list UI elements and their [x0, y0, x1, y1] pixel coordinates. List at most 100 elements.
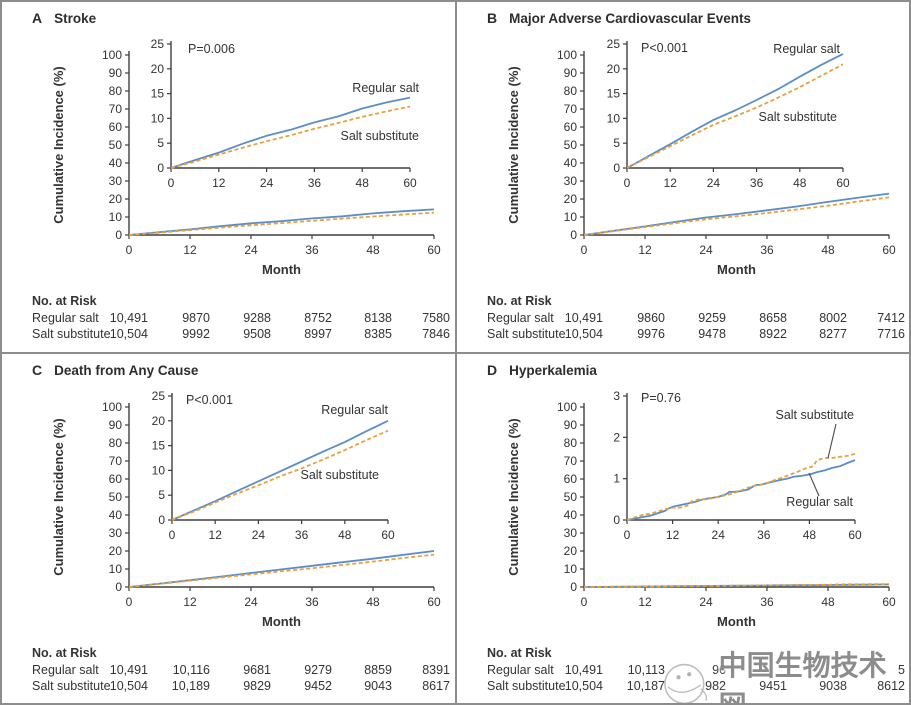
- risk-value: 8859: [364, 663, 392, 677]
- main-y-tick: 0: [570, 580, 577, 594]
- main-y-tick: 80: [564, 84, 578, 98]
- y-axis-label: Cumulative Incidence (%): [506, 66, 521, 223]
- risk-value: 10,189: [172, 679, 210, 693]
- main-x-tick: 60: [427, 595, 441, 609]
- risk-row-label: Regular salt: [487, 311, 554, 325]
- inset-y-tick: 10: [607, 111, 621, 125]
- inset-y-tick: 2: [613, 430, 620, 444]
- risk-value: 5: [898, 663, 905, 677]
- risk-value: 7716: [877, 327, 905, 341]
- main-y-tick: 50: [109, 138, 123, 152]
- inset-line-salt_substitute: [171, 429, 389, 521]
- main-y-tick: 60: [109, 120, 123, 134]
- main-line-salt_substitute: [583, 583, 890, 588]
- panel-title: A Stroke: [32, 10, 96, 26]
- risk-row-label: Salt substitute: [32, 679, 111, 693]
- main-y-tick: 100: [102, 48, 122, 62]
- risk-value: 9829: [243, 679, 271, 693]
- risk-value: 7412: [877, 311, 905, 325]
- main-x-tick: 36: [305, 595, 319, 609]
- risk-row-label: Salt substitute: [487, 679, 566, 693]
- risk-value: 9451: [759, 679, 787, 693]
- panel-hyperkalemia: D Hyperkalemia Cumulative Incidence (%) 0 1…: [457, 354, 909, 703]
- inset-x-tick: 12: [664, 176, 678, 190]
- inset-x-tick: 60: [836, 176, 850, 190]
- y-axis-label: Cumulative Incidence (%): [506, 418, 521, 575]
- main-y-tick: 90: [109, 66, 123, 80]
- risk-table: No. at Risk Regular salt 10,491 10,116 9681 9…: [32, 646, 450, 693]
- main-y-tick: 80: [564, 436, 578, 450]
- inset-x-tick: 12: [212, 176, 226, 190]
- inset-axis: 0 5 10 15 20 25 0 12 24 36 48 60: [607, 37, 850, 190]
- main-y-tick: 30: [109, 174, 123, 188]
- main-x-tick: 0: [581, 243, 588, 257]
- panel-title-text: Major Adverse Cardiovascular Events: [509, 11, 751, 26]
- main-x-tick: 48: [366, 243, 380, 257]
- risk-value: 8277: [819, 327, 847, 341]
- panel-letter: B: [487, 10, 498, 26]
- main-y-tick: 70: [109, 454, 123, 468]
- inset-x-tick: 48: [793, 176, 807, 190]
- risk-value: 9860: [637, 311, 665, 325]
- main-x-tick: 0: [126, 595, 133, 609]
- panel-title-text: Stroke: [54, 11, 97, 26]
- main-line-regular_salt: [128, 208, 435, 236]
- risk-value: 8138: [364, 311, 392, 325]
- risk-value: 8922: [759, 327, 787, 341]
- inset-x-tick: 0: [624, 528, 631, 542]
- risk-value: 10,116: [173, 663, 210, 677]
- p-value: P=0.76: [641, 391, 681, 405]
- inset-x-tick: 36: [757, 528, 771, 542]
- inset-line-salt_substitute: [626, 453, 856, 521]
- risk-value: 10,113: [628, 663, 665, 677]
- inset-y-tick: 5: [158, 488, 165, 502]
- main-y-tick: 20: [564, 192, 578, 206]
- inset-y-tick: 5: [157, 136, 164, 150]
- risk-header: No. at Risk: [32, 646, 97, 660]
- risk-value: 9870: [182, 311, 210, 325]
- risk-value: 8658: [759, 311, 787, 325]
- inset-x-tick: 48: [356, 176, 370, 190]
- risk-value: 9043: [364, 679, 392, 693]
- inset-y-tick: 15: [607, 87, 621, 101]
- inset-y-tick: 25: [607, 37, 621, 51]
- risk-value: 9976: [637, 327, 665, 341]
- risk-value: 9288: [243, 311, 271, 325]
- p-value: P<0.001: [186, 393, 233, 407]
- y-axis-label: Cumulative Incidence (%): [51, 418, 66, 575]
- inset-x-tick: 36: [750, 176, 764, 190]
- inset-x-tick: 24: [712, 528, 726, 542]
- risk-value: 8391: [422, 663, 450, 677]
- main-line-salt_substitute: [583, 196, 890, 236]
- inset-line-salt_substitute: [626, 63, 844, 169]
- risk-value: 7580: [422, 311, 450, 325]
- risk-value: 10,504: [110, 679, 148, 693]
- main-x-tick: 60: [882, 243, 896, 257]
- inset-y-tick: 5: [613, 136, 620, 150]
- risk-header: No. at Risk: [487, 646, 552, 660]
- main-y-tick: 20: [109, 192, 123, 206]
- main-x-tick: 12: [183, 595, 197, 609]
- inset-y-tick: 20: [607, 62, 621, 76]
- death-chart: Cumulative Incidence (%)0102030405060708…: [32, 389, 450, 693]
- risk-value: 8612: [877, 679, 905, 693]
- inset-y-tick: 0: [613, 513, 620, 527]
- risk-value: 7846: [422, 327, 450, 341]
- inset-x-tick: 12: [666, 528, 680, 542]
- risk-value: 9478: [698, 327, 726, 341]
- inset-y-tick: 10: [151, 111, 165, 125]
- main-x-tick: 48: [821, 243, 835, 257]
- inset-y-tick: 25: [152, 389, 166, 403]
- main-x-tick: 0: [581, 595, 588, 609]
- main-y-tick: 90: [109, 418, 123, 432]
- main-y-tick: 100: [557, 400, 577, 414]
- main-y-tick: 40: [564, 508, 578, 522]
- main-y-tick: 10: [564, 562, 578, 576]
- risk-table: No. at Risk Regular salt 10,491 9870 9288 875…: [32, 294, 450, 341]
- main-x-tick: 36: [305, 243, 319, 257]
- main-line-regular_salt: [128, 550, 435, 588]
- risk-value: 10,491: [110, 663, 148, 677]
